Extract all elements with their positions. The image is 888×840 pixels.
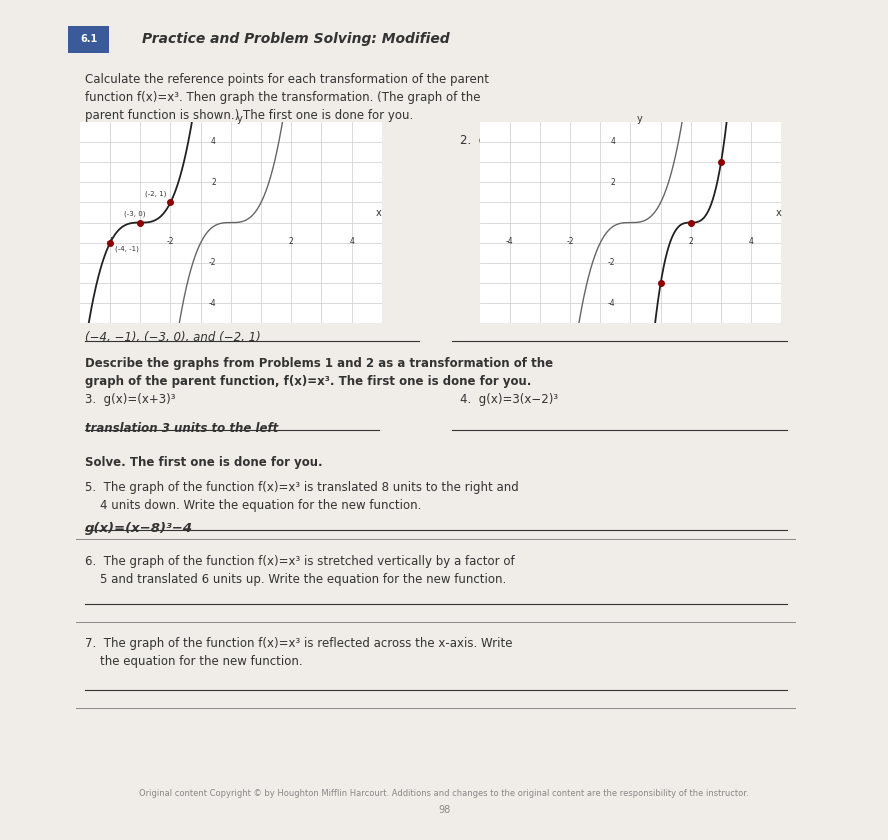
Text: 3.  g(x)=(x+3)³: 3. g(x)=(x+3)³ xyxy=(84,393,175,407)
Text: 2: 2 xyxy=(611,178,615,186)
Text: Original content Copyright © by Houghton Mifflin Harcourt. Additions and changes: Original content Copyright © by Houghton… xyxy=(139,790,749,798)
Text: x: x xyxy=(376,207,382,218)
Text: -2: -2 xyxy=(209,259,216,267)
Text: 2: 2 xyxy=(211,178,216,186)
Text: (-4, -1): (-4, -1) xyxy=(115,246,139,252)
Text: (-2, 1): (-2, 1) xyxy=(145,191,166,197)
Text: 2: 2 xyxy=(289,237,294,246)
Text: (-3, 0): (-3, 0) xyxy=(123,211,146,217)
Text: 6.1: 6.1 xyxy=(80,34,98,45)
Text: -4: -4 xyxy=(607,299,615,307)
Text: -4: -4 xyxy=(107,237,114,246)
Text: Solve. The first one is done for you.: Solve. The first one is done for you. xyxy=(84,456,322,470)
Text: y: y xyxy=(237,113,242,123)
Text: (−4, −1), (−3, 0), and (−2, 1): (−4, −1), (−3, 0), and (−2, 1) xyxy=(84,331,260,344)
Text: 4: 4 xyxy=(611,138,615,146)
Text: Calculate the reference points for each transformation of the parent
function f(: Calculate the reference points for each … xyxy=(84,73,488,123)
Text: -2: -2 xyxy=(608,259,615,267)
Text: -2: -2 xyxy=(567,237,574,246)
Text: 4: 4 xyxy=(349,237,354,246)
Text: -4: -4 xyxy=(208,299,216,307)
Text: 1.  g(x)=(x+3)³: 1. g(x)=(x+3)³ xyxy=(84,134,175,147)
Text: 6.  The graph of the function f(x)=x³ is stretched vertically by a factor of
   : 6. The graph of the function f(x)=x³ is … xyxy=(84,554,514,585)
Text: translation 3 units to the left: translation 3 units to the left xyxy=(84,422,278,434)
Text: y: y xyxy=(637,113,642,123)
Text: Describe the graphs from Problems 1 and 2 as a transformation of the
graph of th: Describe the graphs from Problems 1 and … xyxy=(84,357,552,388)
Text: 4.  g(x)=3(x−2)³: 4. g(x)=3(x−2)³ xyxy=(460,393,559,407)
Bar xyxy=(68,27,109,53)
Text: 2: 2 xyxy=(688,237,694,246)
Text: 5.  The graph of the function f(x)=x³ is translated 8 units to the right and
   : 5. The graph of the function f(x)=x³ is … xyxy=(84,481,519,512)
Text: 98: 98 xyxy=(438,806,450,816)
Text: 7.  The graph of the function f(x)=x³ is reflected across the x-axis. Write
    : 7. The graph of the function f(x)=x³ is … xyxy=(84,637,512,668)
Text: x: x xyxy=(775,207,781,218)
Text: 4: 4 xyxy=(749,237,754,246)
Text: 2.  g(x)=3(x−2)³: 2. g(x)=3(x−2)³ xyxy=(460,134,559,147)
Text: g(x)=(x−8)³−4: g(x)=(x−8)³−4 xyxy=(84,522,193,535)
Text: Practice and Problem Solving: Modified: Practice and Problem Solving: Modified xyxy=(142,33,449,46)
Text: 4: 4 xyxy=(211,138,216,146)
Text: -2: -2 xyxy=(167,237,174,246)
Text: -4: -4 xyxy=(506,237,513,246)
